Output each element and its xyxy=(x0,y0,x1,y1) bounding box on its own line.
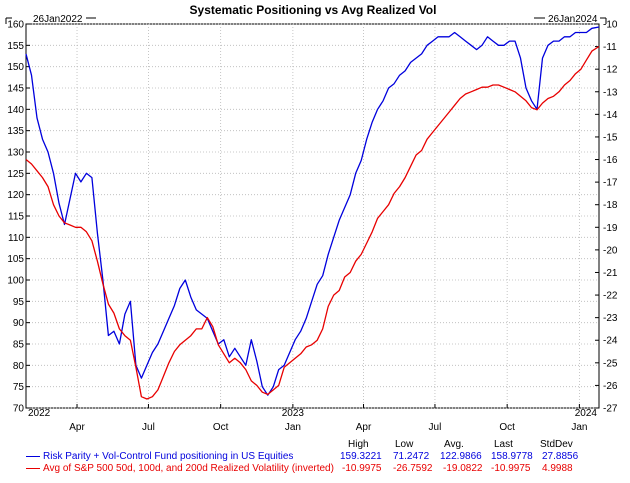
stats-header: Last xyxy=(494,439,513,450)
y-right-tick-label: -27 xyxy=(603,404,618,415)
x-year-label: 2022 xyxy=(28,408,51,419)
y-left-tick-label: 90 xyxy=(13,318,25,329)
plot-area xyxy=(25,23,600,409)
y-left-tick-label: 115 xyxy=(8,212,24,223)
x-tick-label: Jan xyxy=(571,422,587,433)
y-right-tick-label: -23 xyxy=(603,313,618,324)
stat-value: -26.7592 xyxy=(393,463,433,474)
date-range-start: 26Jan2022 xyxy=(33,14,83,25)
y-right-tick-label: -10 xyxy=(603,20,618,31)
y-right-tick-label: -17 xyxy=(603,178,618,189)
y-left-tick-label: 120 xyxy=(7,190,24,201)
stat-value: -19.0822 xyxy=(443,463,483,474)
stat-value: 27.8856 xyxy=(542,451,579,462)
date-range-end: 26Jan2024 xyxy=(548,14,598,25)
y-right-tick-label: -21 xyxy=(603,268,618,279)
chart-svg: 70 75 80 85 90 95 100 105 110 115 120 125 130 135 140 1… xyxy=(5,3,618,434)
y-right-tick-label: -13 xyxy=(603,87,618,98)
x-tick-label: Oct xyxy=(213,422,229,433)
y-left-tick-label: 145 xyxy=(7,84,24,95)
y-right-tick-label: -15 xyxy=(603,132,618,143)
y-left-tick-label: 155 xyxy=(7,41,24,52)
series-lines xyxy=(25,26,600,400)
y-left-tick-label: 100 xyxy=(7,276,24,287)
y-left-tick-label: 135 xyxy=(7,126,24,137)
grid xyxy=(26,23,599,409)
x-tick-label: Oct xyxy=(499,422,515,433)
legend-swatch xyxy=(26,468,40,469)
y-left-tick-label: 125 xyxy=(7,169,24,180)
stat-value: 71.2472 xyxy=(393,451,430,462)
y-right-tick-label: -19 xyxy=(603,223,618,234)
series-line-2 xyxy=(25,45,600,400)
y-left-tick-label: 140 xyxy=(7,105,24,116)
y-left-tick-label: 130 xyxy=(7,148,24,159)
date-range-start-marker: 26Jan2022 xyxy=(5,14,96,25)
y-right-tick-label: -12 xyxy=(603,65,618,76)
axis-ticks: 70 75 80 85 90 95 100 105 110 115 120 125 130 135 140 1… xyxy=(7,20,618,434)
y-right-tick-label: -25 xyxy=(603,358,618,369)
y-right-tick-label: -14 xyxy=(603,110,618,121)
y-right-tick-label: -11 xyxy=(603,42,617,53)
stats-header: Avg. xyxy=(444,439,464,450)
legend-label: Avg of S&P 500 50d, 100d, and 200d Reali… xyxy=(43,463,334,474)
y-left-tick-label: 105 xyxy=(7,254,24,265)
y-left-tick-label: 150 xyxy=(7,62,24,73)
x-tick-label: Apr xyxy=(69,422,85,433)
stats-header: StdDev xyxy=(540,439,573,450)
legend-stats-table: High Low Avg. Last StdDev Risk Parity + … xyxy=(0,438,630,483)
stat-value: 159.3221 xyxy=(340,451,382,462)
y-right-tick-label: -26 xyxy=(603,381,618,392)
x-tick-label: Jul xyxy=(429,422,442,433)
date-range-end-marker: 26Jan2024 xyxy=(534,14,607,25)
y-right-tick-label: -18 xyxy=(603,200,618,211)
x-year-label: 2023 xyxy=(282,408,305,419)
stat-value: 158.9778 xyxy=(491,451,533,462)
y-left-tick-label: 70 xyxy=(13,404,25,415)
x-year-label: 2024 xyxy=(575,408,598,419)
chart-title: Systematic Positioning vs Avg Realized V… xyxy=(190,3,437,17)
legend-swatch xyxy=(26,456,40,457)
y-left-tick-label: 80 xyxy=(13,361,25,372)
legend-row-series-1: Risk Parity + Vol-Control Fund positioni… xyxy=(0,450,630,463)
y-left-tick-label: 110 xyxy=(8,233,24,244)
y-left-tick-label: 85 xyxy=(13,340,25,351)
legend-label: Risk Parity + Vol-Control Fund positioni… xyxy=(43,451,294,462)
stat-value: -10.9975 xyxy=(491,463,531,474)
y-right-tick-label: -24 xyxy=(603,336,618,347)
y-left-tick-label: 160 xyxy=(7,20,24,31)
stat-value: 122.9866 xyxy=(440,451,482,462)
y-right-tick-label: -16 xyxy=(603,155,618,166)
stat-value: -10.9975 xyxy=(342,463,382,474)
x-tick-label: Apr xyxy=(356,422,372,433)
stats-header-row: High Low Avg. Last StdDev xyxy=(0,438,630,451)
legend-row-series-2: Avg of S&P 500 50d, 100d, and 200d Reali… xyxy=(0,462,630,475)
series-line-1 xyxy=(25,26,600,396)
y-left-tick-label: 75 xyxy=(13,382,25,393)
y-right-tick-label: -20 xyxy=(603,245,618,256)
stats-header: High xyxy=(348,439,369,450)
y-left-tick-label: 95 xyxy=(13,297,25,308)
y-right-tick-label: -22 xyxy=(603,291,618,302)
stats-header: Low xyxy=(395,439,414,450)
x-tick-label: Jan xyxy=(285,422,301,433)
x-tick-label: Jul xyxy=(142,422,155,433)
stat-value: 4.9988 xyxy=(542,463,573,474)
